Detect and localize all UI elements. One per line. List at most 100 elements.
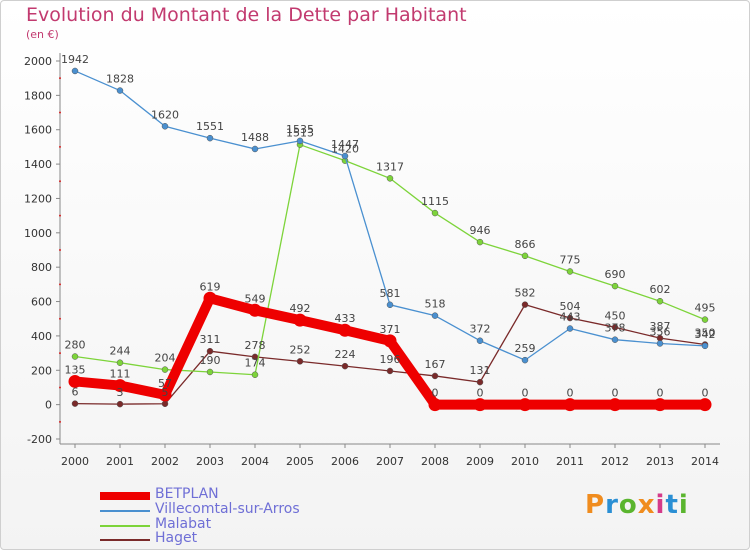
data-label-betplan: 0 <box>477 387 484 400</box>
data-point-villecomtal-sur-arros <box>206 134 214 142</box>
data-label-malabat: 602 <box>650 283 671 296</box>
data-point-haget <box>476 378 484 386</box>
data-label-villecomtal-sur-arros: 1447 <box>331 138 359 151</box>
y-minor-tick <box>59 111 61 114</box>
x-tick-label: 2004 <box>241 455 269 468</box>
y-minor-tick <box>59 249 61 251</box>
y-minor-tick <box>59 420 61 423</box>
data-point-betplan <box>158 388 172 402</box>
y-minor-tick <box>59 180 61 183</box>
x-tick-label: 2008 <box>421 455 449 468</box>
data-point-haget <box>386 367 394 375</box>
data-label-betplan: 0 <box>612 387 619 400</box>
data-label-betplan: 135 <box>65 363 86 376</box>
legend-label-haget: Haget <box>155 530 198 546</box>
data-point-haget <box>431 372 439 380</box>
data-label-haget: 504 <box>560 300 581 313</box>
data-point-haget <box>521 301 529 308</box>
data-label-malabat: 190 <box>200 354 221 367</box>
x-tick-label: 2003 <box>196 455 224 468</box>
data-label-malabat: 1420 <box>331 143 359 156</box>
data-label-haget: 450 <box>605 309 626 322</box>
y-tick-label: 400 <box>31 330 52 343</box>
data-point-malabat <box>386 175 394 182</box>
legend-swatch-haget <box>100 539 150 541</box>
data-point-villecomtal-sur-arros <box>431 312 439 319</box>
data-label-villecomtal-sur-arros: 1942 <box>61 53 89 66</box>
data-point-villecomtal-sur-arros <box>701 342 709 350</box>
x-tick-label: 2005 <box>286 455 314 468</box>
x-tick-label: 2007 <box>376 455 404 468</box>
data-label-villecomtal-sur-arros: 378 <box>605 322 626 335</box>
data-label-betplan: 549 <box>245 292 266 305</box>
y-tick-label: 1600 <box>24 124 52 137</box>
proxiti-logo: Proxiti <box>585 490 689 520</box>
data-point-malabat <box>71 353 79 360</box>
data-point-haget <box>161 400 169 408</box>
data-point-malabat <box>566 268 574 275</box>
data-point-villecomtal-sur-arros <box>161 123 169 130</box>
data-label-villecomtal-sur-arros: 1620 <box>151 108 179 121</box>
legend-label-malabat: Malabat <box>155 516 212 532</box>
data-point-villecomtal-sur-arros <box>521 356 529 364</box>
legend-swatch-villecomtal <box>100 510 150 512</box>
data-label-villecomtal-sur-arros: 443 <box>560 311 581 324</box>
data-point-haget <box>611 324 619 331</box>
logo-letter: t <box>665 490 679 520</box>
data-label-haget: 224 <box>335 348 356 361</box>
legend-label-betplan: BETPLAN <box>155 486 219 502</box>
data-point-villecomtal-sur-arros <box>71 67 79 75</box>
data-point-betplan <box>608 398 622 412</box>
legend-label-villecomtal: Villecomtal-sur-Arros <box>155 501 300 517</box>
data-label-malabat: 690 <box>605 268 626 281</box>
data-label-villecomtal-sur-arros: 1551 <box>196 120 224 133</box>
data-point-villecomtal-sur-arros <box>566 325 574 332</box>
data-label-betplan: 371 <box>380 323 401 336</box>
data-label-malabat: 280 <box>65 339 86 352</box>
data-point-villecomtal-sur-arros <box>656 340 664 347</box>
logo-letter: o <box>618 490 638 520</box>
data-label-malabat: 1115 <box>421 195 449 208</box>
data-label-betplan: 433 <box>335 312 356 325</box>
y-tick-label: 800 <box>31 261 52 274</box>
data-point-malabat <box>611 282 619 290</box>
y-minor-tick <box>59 214 61 217</box>
y-minor-tick <box>59 317 61 320</box>
logo-letter: i <box>678 490 689 520</box>
y-minor-tick <box>59 283 61 286</box>
x-tick-label: 2002 <box>151 455 179 468</box>
y-tick-label: 1400 <box>24 158 52 171</box>
data-label-villecomtal-sur-arros: 372 <box>470 323 491 336</box>
logo-letter: i <box>655 490 666 520</box>
data-label-betplan: 0 <box>432 387 439 400</box>
data-label-haget: 350 <box>695 327 716 340</box>
data-label-villecomtal-sur-arros: 1828 <box>106 73 134 86</box>
data-point-malabat <box>476 238 484 246</box>
chart-title: Evolution du Montant de la Dette par Hab… <box>26 4 467 26</box>
x-tick-label: 2001 <box>106 455 134 468</box>
data-point-haget <box>116 400 124 408</box>
data-label-haget: 6 <box>72 386 79 399</box>
data-point-villecomtal-sur-arros <box>251 145 259 153</box>
data-label-malabat: 495 <box>695 302 716 315</box>
data-point-villecomtal-sur-arros <box>611 336 619 343</box>
data-point-haget <box>566 314 574 322</box>
x-tick-label: 2011 <box>556 455 584 468</box>
x-tick-label: 2010 <box>511 455 539 468</box>
data-point-betplan <box>68 374 82 388</box>
data-label-betplan: 0 <box>702 387 709 400</box>
data-label-haget: 131 <box>470 364 491 377</box>
y-tick-label: 2000 <box>24 55 52 68</box>
data-point-betplan <box>383 334 397 348</box>
data-point-haget <box>206 347 214 355</box>
x-tick-label: 2014 <box>691 455 719 468</box>
data-point-villecomtal-sur-arros <box>476 337 484 344</box>
data-point-malabat <box>701 316 709 323</box>
data-point-betplan <box>653 398 667 412</box>
data-label-villecomtal-sur-arros: 356 <box>650 325 671 338</box>
y-tick-label: 1000 <box>24 227 52 240</box>
data-label-villecomtal-sur-arros: 518 <box>425 298 446 311</box>
data-point-haget <box>71 400 79 407</box>
y-tick-label: -200 <box>27 433 52 446</box>
